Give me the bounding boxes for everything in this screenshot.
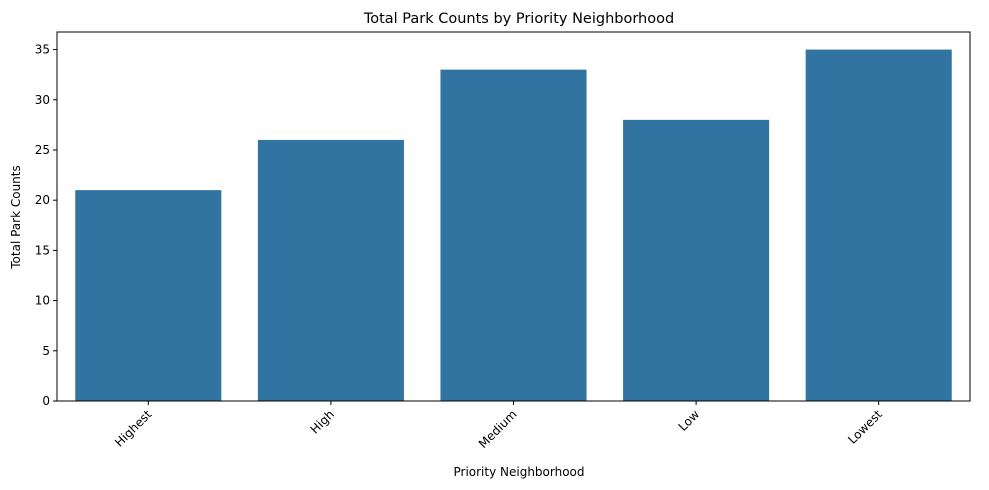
y-axis-label: Total Park Counts (9, 165, 23, 269)
bar-high (257, 139, 404, 401)
y-axis-ticks: 0 5 10 15 20 25 30 35 (35, 43, 57, 408)
bar-low (623, 119, 770, 402)
y-tick-label: 30 (35, 93, 50, 107)
chart-title: Total Park Counts by Priority Neighborho… (363, 11, 674, 27)
x-axis-ticks: Highest High Medium Low Lowest (112, 401, 885, 451)
x-tick-label: Medium (476, 407, 520, 451)
x-axis-label: Priority Neighborhood (453, 465, 584, 479)
bar-highest (75, 190, 222, 401)
x-tick-label: Highest (112, 407, 155, 450)
y-tick-label: 20 (35, 193, 50, 207)
y-tick-label: 15 (35, 243, 50, 257)
plot-frame (56, 31, 971, 402)
x-tick-label: Lowest (845, 407, 885, 447)
y-tick-label: 35 (35, 43, 50, 57)
bar-lowest (805, 49, 952, 401)
y-tick-label: 5 (42, 344, 50, 358)
y-tick-label: 25 (35, 143, 50, 157)
bars (75, 49, 952, 402)
y-tick-label: 0 (42, 394, 50, 408)
x-tick-label: High (308, 407, 337, 436)
bar-medium (440, 69, 587, 402)
y-tick-label: 10 (35, 294, 50, 308)
x-tick-label: Low (676, 407, 703, 434)
